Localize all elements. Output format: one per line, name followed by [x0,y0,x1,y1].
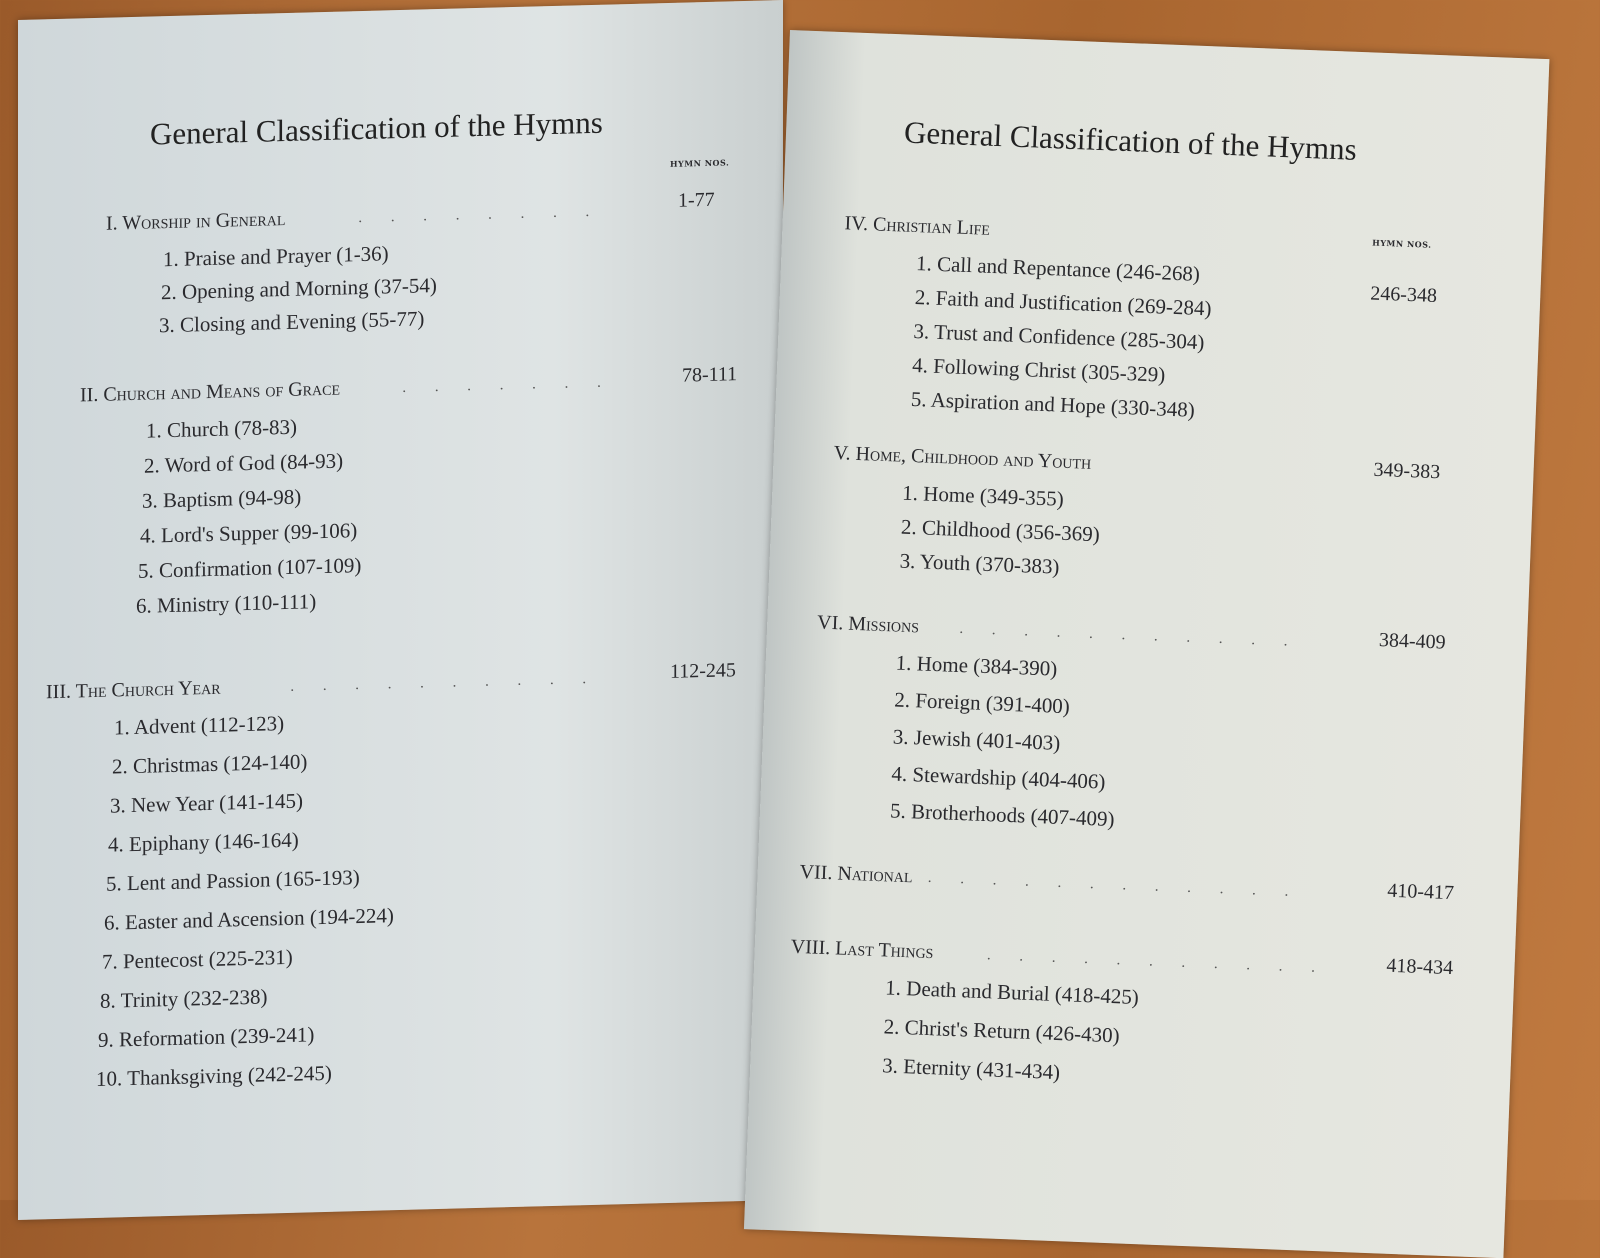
subsection-item: 2. Word of God (84-93) [144,448,344,478]
dot-leader: .......... [290,670,615,695]
hymn-nos-label: HYMN NOS. [670,157,730,169]
subsection-item: 6. Easter and Ascension (194-224) [104,903,394,935]
section-heading: III. The Church Year [46,676,221,704]
section-heading: II. Church and Means of Grace [80,377,341,407]
hymn-range: 384-409 [1378,629,1447,654]
subsection-item: 3. Trust and Confidence (285-304) [913,318,1205,355]
page-title: General Classification of the Hymns [903,114,1358,167]
page-title: General Classification of the Hymns [150,104,603,152]
subsection-item: 2. Christmas (124-140) [112,749,308,779]
subsection-item: 1. Death and Burial (418-425) [884,975,1140,1010]
subsection-item: 6. Ministry (110-111) [136,589,317,618]
subsection-item: 3. Closing and Evening (55-77) [159,306,425,338]
section-heading: IV. Christian Life [844,212,991,240]
hymn-range: 1-77 [678,188,715,212]
section-heading: V. Home, Childhood and Youth [833,442,1092,474]
subsection-item: 5. Aspiration and Hope (330-348) [910,386,1196,422]
subsection-item: 2. Christ's Return (426-430) [883,1014,1121,1048]
dot-leader: ............ [927,869,1317,901]
dot-leader: ....... [402,373,630,396]
subsection-item: 2. Faith and Justification (269-284) [914,284,1212,321]
hymn-range: 78-111 [682,363,738,387]
subsection-item: 1. Advent (112-123) [114,711,285,740]
subsection-item: 1. Praise and Prayer (1-36) [163,241,389,272]
dot-leader: ........... [958,620,1317,651]
subsection-item: 8. Trinity (232-238) [100,984,268,1013]
subsection-item: 2. Childhood (356-369) [900,514,1101,547]
subsection-item: 1. Home (349-355) [901,480,1065,511]
subsection-item: 9. Reformation (239-241) [98,1022,315,1052]
subsection-item: 4. Stewardship (404-406) [891,761,1106,794]
subsection-item: 3. Youth (370-383) [899,548,1060,579]
dot-leader: ........... [986,947,1344,977]
subsection-item: 4. Lord's Supper (99-106) [140,518,358,548]
subsection-item: 2. Opening and Morning (37-54) [161,273,437,305]
hymn-nos-label: HYMN NOS. [1372,237,1432,250]
section-heading: VII. National [799,861,913,888]
dot-leader: ........ [358,203,618,227]
subsection-item: 5. Brotherhoods (407-409) [889,798,1115,832]
hymn-range: 112-245 [670,659,736,683]
subsection-item: 5. Lent and Passion (165-193) [106,865,360,896]
subsection-item: 2. Foreign (391-400) [893,687,1071,719]
hymn-range: 418-434 [1386,954,1454,980]
right-page: General Classification of the Hymns HYMN… [743,30,1550,1258]
subsection-item: 1. Call and Repentance (246-268) [915,251,1201,286]
hymn-range: 246-348 [1369,282,1438,308]
subsection-item: 3. Jewish (401-403) [892,724,1061,755]
section-heading: I. Worship in General [106,207,286,235]
section-heading: VI. Missions [816,611,920,638]
subsection-item: 10. Thanksgiving (242-245) [96,1060,332,1091]
subsection-item: 4. Epiphany (146-164) [108,827,299,857]
subsection-item: 3. Eternity (431-434) [881,1053,1061,1085]
subsection-item: 7. Pentecost (225-231) [102,944,293,974]
hymn-range: 410-417 [1386,879,1455,905]
subsection-item: 1. Church (78-83) [146,414,298,443]
subsection-item: 1. Home (384-390) [895,650,1058,681]
section-heading: VIII. Last Things [790,935,934,964]
subsection-item: 3. Baptism (94-98) [142,484,302,513]
subsection-item: 3. New Year (141-145) [110,788,304,818]
hymn-range: 349-383 [1373,458,1441,484]
subsection-item: 5. Confirmation (107-109) [138,553,362,583]
left-page: General Classification of the Hymns HYMN… [18,0,783,1220]
subsection-item: 4. Following Christ (305-329) [911,352,1166,387]
